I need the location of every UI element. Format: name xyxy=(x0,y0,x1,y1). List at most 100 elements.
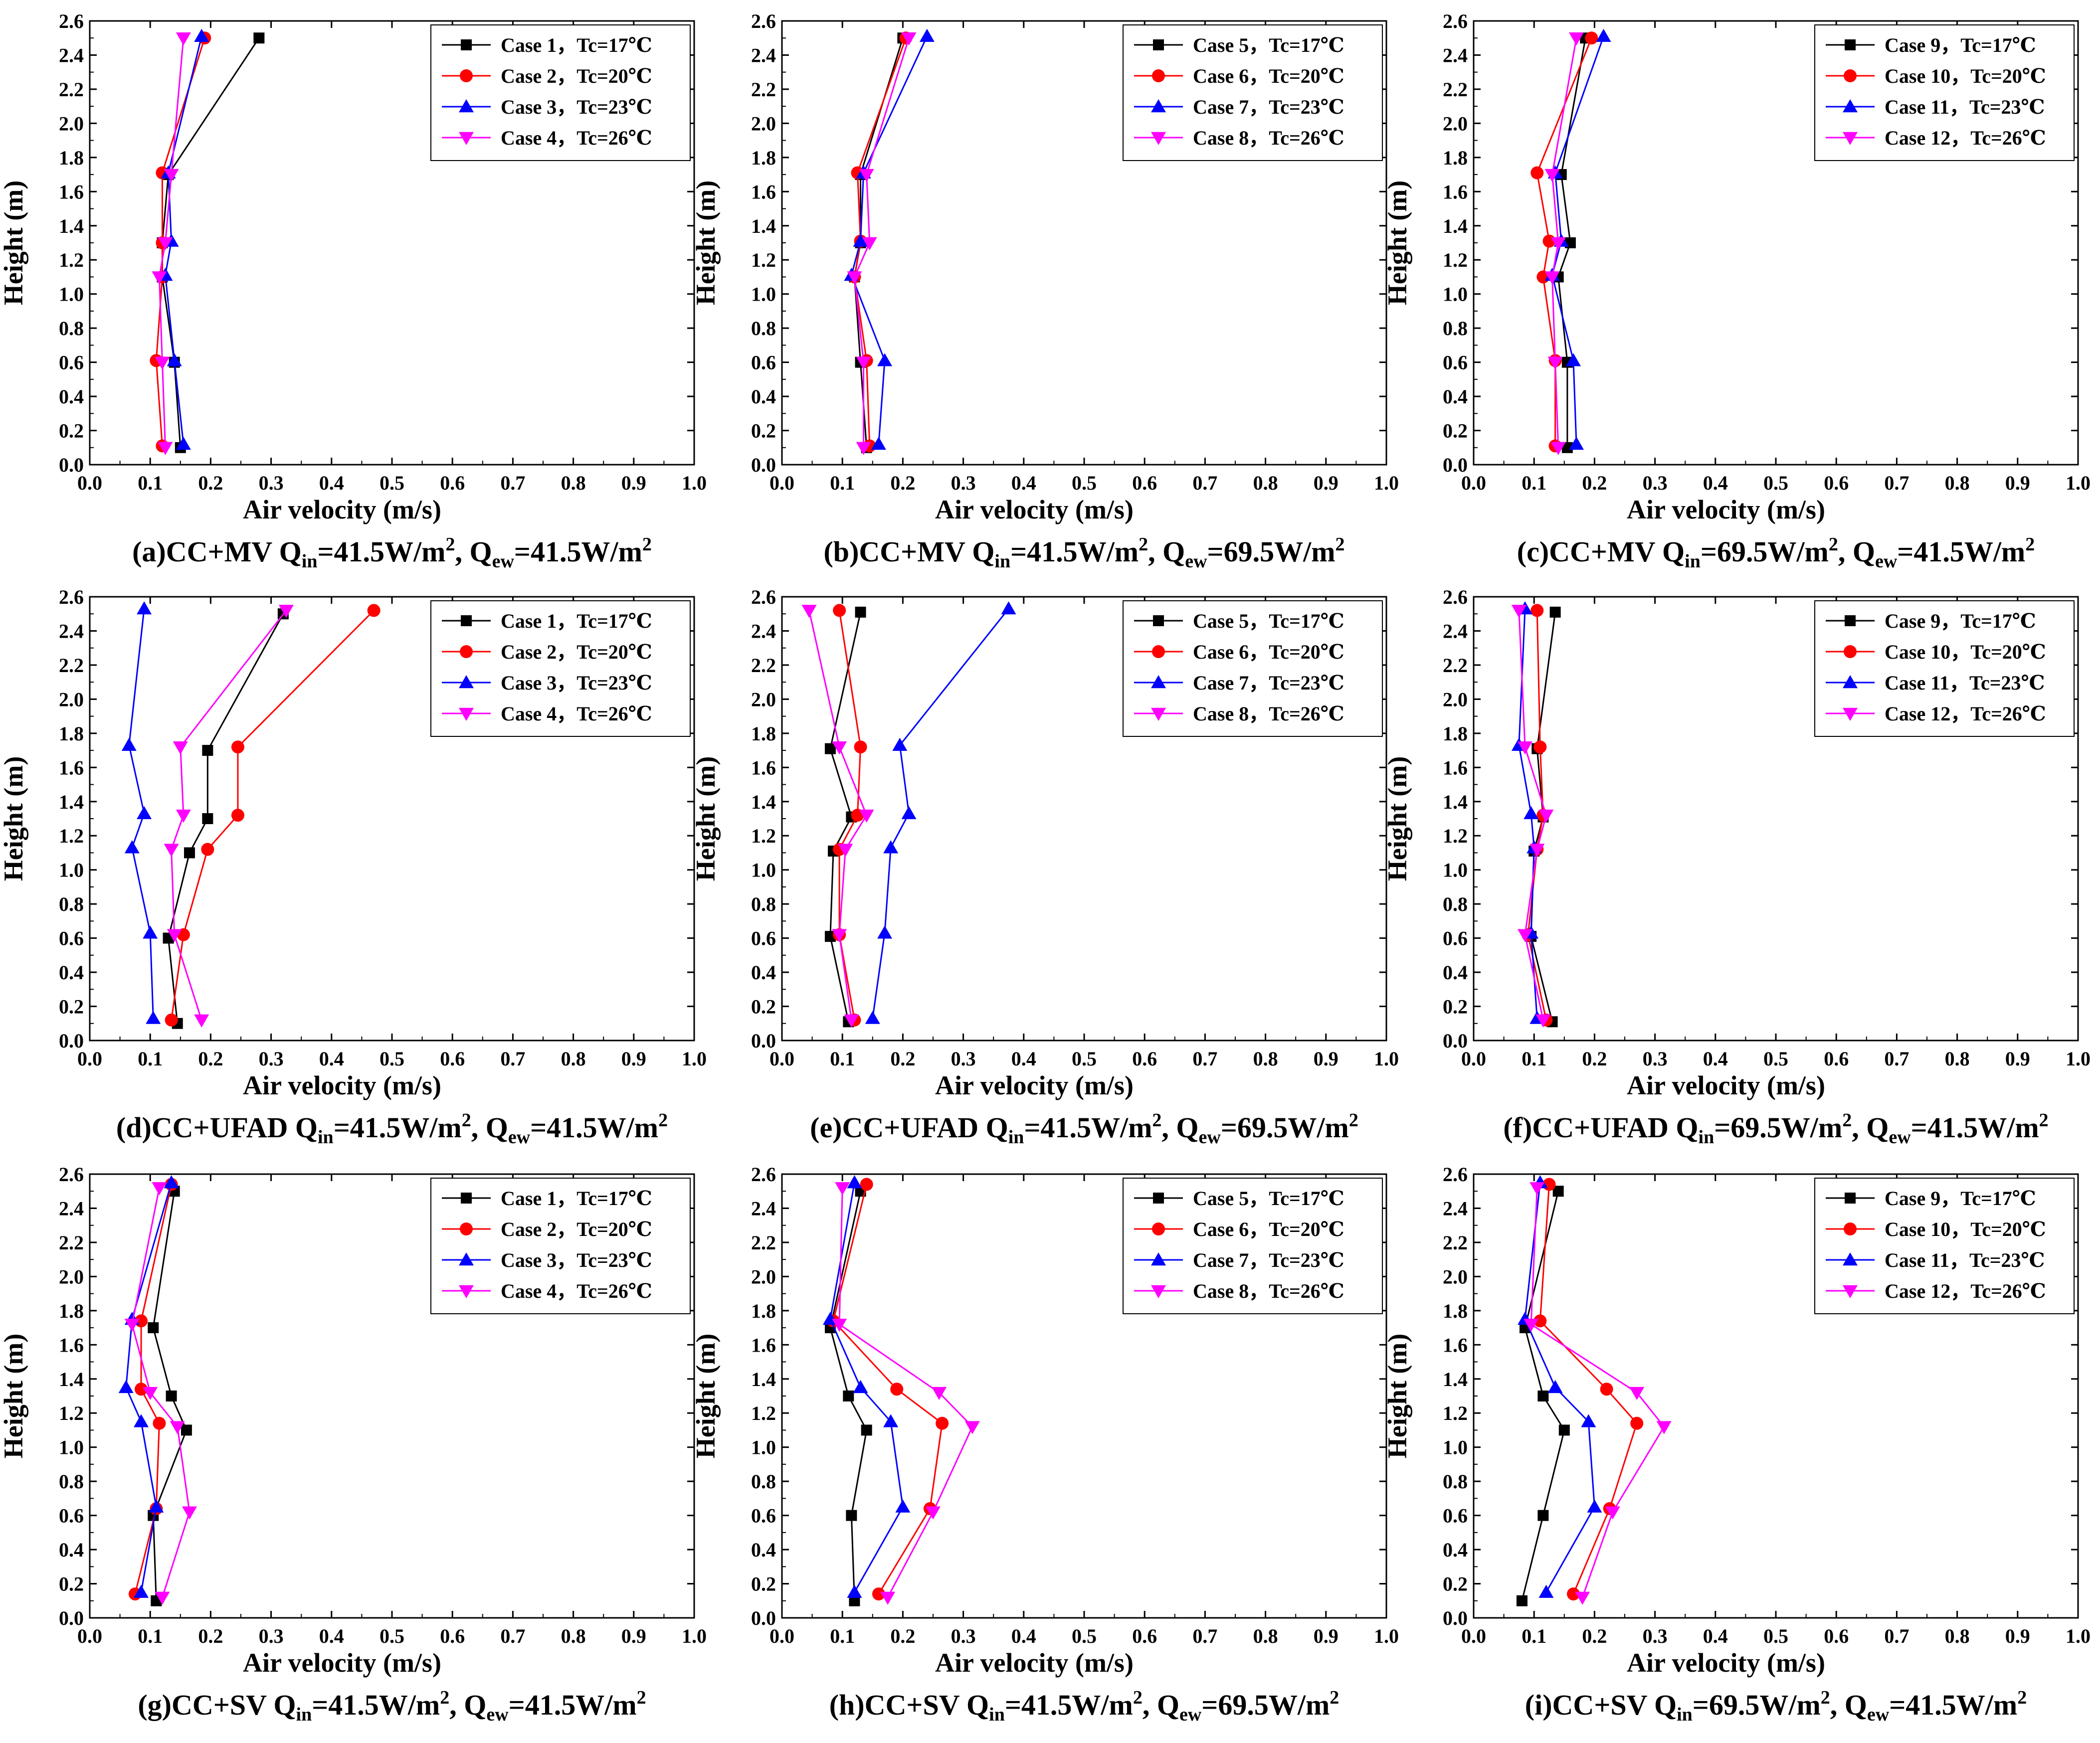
data-point xyxy=(153,1416,166,1430)
x-tick-label: 0.1 xyxy=(830,1625,855,1647)
x-tick-label: 0.8 xyxy=(561,1047,586,1070)
y-axis-label: Height (m) xyxy=(1382,1334,1412,1458)
y-tick-label: 1.4 xyxy=(751,1368,776,1391)
data-point xyxy=(201,843,214,856)
data-point xyxy=(155,1591,170,1605)
y-tick-label: 2.2 xyxy=(59,1231,84,1254)
y-tick-label: 2.0 xyxy=(59,688,84,710)
legend-label: Case 5，Tc=17℃ xyxy=(1193,34,1344,56)
data-point xyxy=(859,169,874,182)
y-tick-label: 1.8 xyxy=(1443,147,1468,169)
data-point xyxy=(1575,1591,1590,1605)
chart-panel-c: 0.0 0.1 0.2 0.3 0.4 0.5 0.6 0.7 0.8 0.9 1.0 0.0 0.2 0… xyxy=(1382,10,2091,524)
data-point xyxy=(1550,442,1566,455)
legend-label: Case 11，Tc=23℃ xyxy=(1885,96,2045,118)
legend-marker xyxy=(1152,645,1165,658)
y-tick-label: 2.0 xyxy=(751,1265,776,1288)
legend-marker xyxy=(1151,1252,1166,1266)
data-point xyxy=(835,1182,850,1196)
legend-marker xyxy=(1151,99,1166,113)
y-tick-label: 0.8 xyxy=(59,893,84,915)
data-point xyxy=(118,1380,134,1394)
legend-marker xyxy=(1844,1222,1857,1235)
data-point xyxy=(202,745,213,756)
series-line xyxy=(829,1191,868,1601)
legend-label: Case 9，Tc=17℃ xyxy=(1885,610,2036,632)
data-point xyxy=(856,442,871,455)
series-line xyxy=(1557,37,1586,448)
y-tick-label: 2.6 xyxy=(59,1163,84,1186)
x-tick-label: 0.5 xyxy=(1072,1625,1097,1647)
x-tick-label: 0.2 xyxy=(1582,472,1607,494)
x-tick-label: 0.2 xyxy=(198,472,223,494)
x-tick-label: 0.1 xyxy=(1522,1047,1546,1070)
data-point xyxy=(148,1322,159,1334)
data-point xyxy=(1630,1416,1644,1430)
data-point xyxy=(158,237,173,250)
x-tick-label: 0.9 xyxy=(2005,1047,2030,1070)
y-tick-label: 0.0 xyxy=(751,454,776,476)
data-point xyxy=(137,806,152,819)
y-tick-label: 2.0 xyxy=(1443,112,1468,135)
chart-panel-h: 0.0 0.1 0.2 0.3 0.4 0.5 0.6 0.7 0.8 0.9 1.0 0.0 0.2 0… xyxy=(691,1163,1399,1678)
legend-label: Case 3，Tc=23℃ xyxy=(501,1249,652,1271)
y-tick-label: 2.2 xyxy=(59,78,84,101)
data-point xyxy=(877,353,893,366)
data-point xyxy=(1585,31,1598,45)
x-tick-label: 0.8 xyxy=(1945,1625,1970,1647)
data-point xyxy=(871,436,886,450)
legend-marker xyxy=(1844,69,1857,82)
x-tick-label: 0.7 xyxy=(500,1625,525,1647)
series-line xyxy=(1518,608,1538,1019)
data-point xyxy=(1547,1380,1563,1394)
y-tick-label: 1.2 xyxy=(59,1402,84,1424)
y-tick-label: 1.0 xyxy=(1443,1436,1468,1459)
y-tick-label: 0.4 xyxy=(1443,961,1468,984)
data-point xyxy=(932,1387,947,1400)
data-point xyxy=(152,1182,167,1196)
legend-label: Case 1，Tc=17℃ xyxy=(501,1187,652,1210)
data-point xyxy=(824,743,836,754)
data-point xyxy=(367,604,381,617)
panel-caption: (e)CC+UFAD Qin=41.5W/m2, Qew=69.5W/m2 xyxy=(810,1110,1358,1148)
x-tick-label: 1.0 xyxy=(682,1047,707,1070)
data-point xyxy=(883,1414,899,1427)
data-point xyxy=(1537,1391,1549,1401)
x-tick-label: 0.0 xyxy=(77,1625,102,1647)
legend-label: Case 7，Tc=23℃ xyxy=(1193,1249,1344,1271)
x-tick-label: 1.0 xyxy=(2066,1625,2091,1647)
y-tick-label: 0.6 xyxy=(751,927,776,950)
x-tick-label: 0.0 xyxy=(77,472,102,494)
legend-marker xyxy=(1153,615,1164,626)
legend: Case 5，Tc=17℃ Case 6，Tc=20℃ Case 7，Tc=23℃ C… xyxy=(1123,600,1383,737)
y-tick-label: 0.2 xyxy=(59,1573,84,1595)
legend-marker xyxy=(1151,707,1166,721)
legend-marker xyxy=(1845,615,1856,626)
x-tick-label: 0.3 xyxy=(951,1047,976,1070)
y-tick-label: 0.0 xyxy=(1443,1030,1468,1052)
x-tick-label: 0.0 xyxy=(769,1047,794,1070)
data-point xyxy=(1600,1383,1613,1396)
x-axis-label: Air velocity (m/s) xyxy=(935,495,1134,524)
data-point xyxy=(872,1587,885,1601)
y-tick-label: 1.6 xyxy=(751,180,776,203)
x-tick-label: 0.0 xyxy=(1461,472,1486,494)
x-tick-label: 0.8 xyxy=(1945,472,1970,494)
data-point xyxy=(155,356,170,370)
panel-caption: (g)CC+SV Qin=41.5W/m2, Qew=41.5W/m2 xyxy=(138,1687,646,1725)
legend-label: Case 8，Tc=26℃ xyxy=(1193,1280,1344,1302)
data-point xyxy=(1524,806,1539,819)
data-point xyxy=(124,840,140,854)
y-axis-label: Height (m) xyxy=(0,180,28,305)
x-tick-label: 0.9 xyxy=(621,1047,646,1070)
data-point xyxy=(170,1421,185,1434)
x-tick-label: 0.7 xyxy=(1884,1625,1909,1647)
y-tick-label: 0.0 xyxy=(59,1030,84,1052)
y-tick-label: 1.0 xyxy=(751,859,776,881)
x-tick-label: 0.8 xyxy=(1253,1625,1278,1647)
data-point xyxy=(919,28,935,42)
series-line xyxy=(1518,610,1547,1021)
legend-label: Case 5，Tc=17℃ xyxy=(1193,610,1344,632)
y-tick-label: 2.0 xyxy=(1443,1265,1468,1288)
